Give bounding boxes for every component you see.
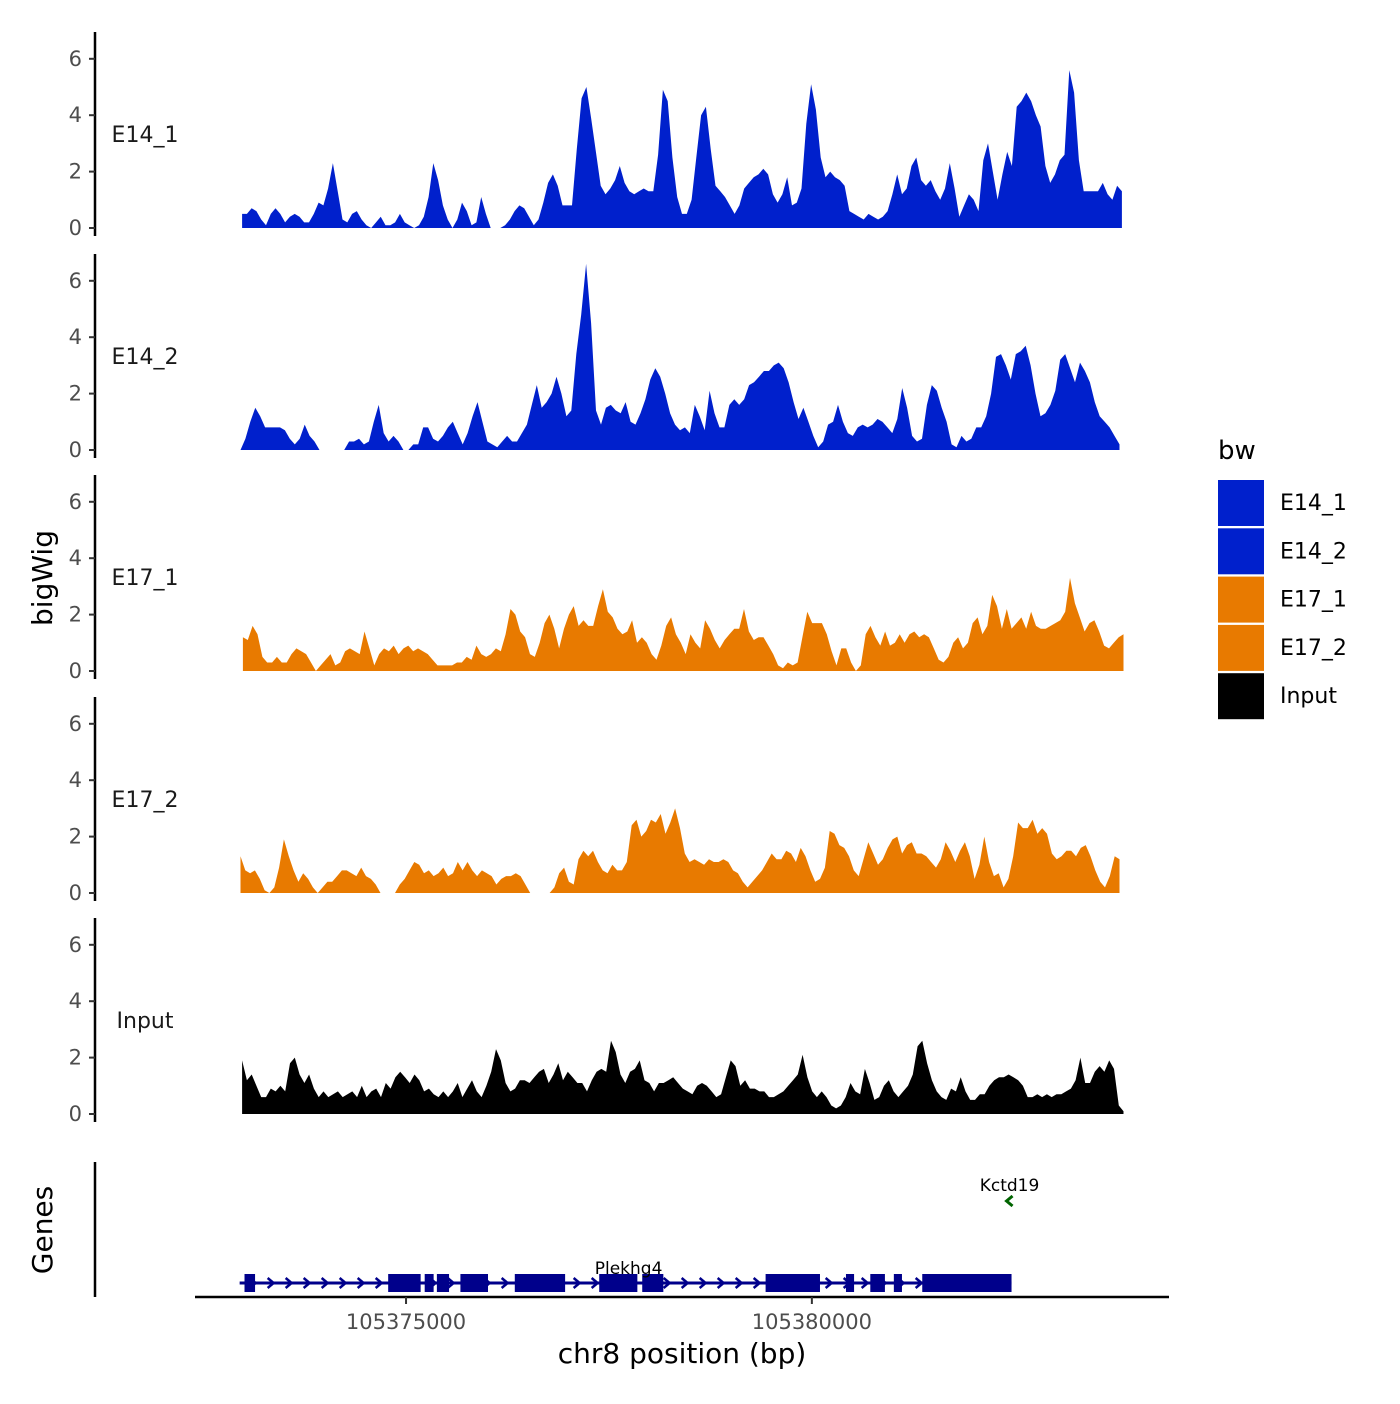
- x-axis: 105375000 105380000: [195, 1295, 1169, 1334]
- strand-arrow: [734, 1277, 744, 1289]
- legend: bw E14_1 E14_2 E17_1 E17_2 Input: [1218, 436, 1347, 720]
- track-E14_1: 0 2 4 6 E14_1: [69, 32, 1122, 240]
- y-tick-label: 4: [69, 325, 82, 349]
- y-tick-label: 0: [69, 881, 82, 905]
- y-tick-label: 0: [69, 438, 82, 462]
- track-label: E14_2: [112, 345, 179, 370]
- track-E17_1: 0 2 4 6 E17_1: [69, 475, 1124, 683]
- exon: [388, 1274, 421, 1292]
- exon: [765, 1274, 820, 1292]
- x-tick-label: 105380000: [752, 1310, 872, 1334]
- exon: [244, 1274, 256, 1292]
- exon: [845, 1274, 855, 1292]
- track-label: E17_1: [112, 566, 179, 591]
- strand-arrow: [662, 1277, 672, 1289]
- legend-swatch-E14_1: [1218, 480, 1264, 526]
- legend-swatch-E17_2: [1218, 624, 1264, 671]
- y-tick-label: 4: [69, 103, 82, 127]
- exon: [436, 1274, 450, 1292]
- strand-arrow: [680, 1277, 690, 1289]
- legend-swatch-Input: [1218, 673, 1264, 720]
- legend-label-E14_2: E14_2: [1280, 539, 1347, 564]
- legend-label-E17_1: E17_1: [1280, 588, 1347, 613]
- y-tick-label: 2: [69, 1046, 82, 1070]
- strand-arrow: [302, 1277, 312, 1289]
- gene-Kctd19: Kctd19: [980, 1176, 1040, 1208]
- track-E17_2: 0 2 4 6 E17_2: [69, 697, 1120, 905]
- y-tick-label: 6: [69, 47, 82, 71]
- y-tick-label: 0: [69, 1102, 82, 1126]
- exon: [642, 1274, 664, 1292]
- gene-Plekhg4: Plekhg4: [239, 1259, 1012, 1292]
- coverage-area: [549, 808, 1120, 893]
- coverage-area: [395, 862, 531, 893]
- y-tick-label: 4: [69, 768, 82, 792]
- coverage-area: [344, 263, 1120, 450]
- coverage-area: [242, 70, 1122, 228]
- genes-track: Plekhg4 Kctd19: [93, 1162, 1040, 1297]
- coverage-area: [240, 839, 381, 893]
- y-tick-label: 6: [69, 269, 82, 293]
- exon: [893, 1274, 902, 1292]
- gene-label: Kctd19: [980, 1176, 1040, 1196]
- strand-arrow: [698, 1277, 708, 1289]
- track-label: Input: [117, 1009, 174, 1034]
- tracks-layer: 0 2 4 6 E14_1 0 2 4 6 E14_2 0 2 4 6 E17_1 0 2 4 6 E17_2 0 2 4 6…: [69, 32, 1124, 1126]
- exon: [424, 1274, 434, 1292]
- strand-arrow: [716, 1277, 726, 1289]
- strand-arrow: [572, 1277, 582, 1289]
- genes-axis-title: Genes: [26, 1186, 59, 1274]
- track-E14_2: 0 2 4 6 E14_2: [69, 254, 1120, 462]
- y-tick-label: 4: [69, 546, 82, 570]
- strand-arrow: [914, 1277, 924, 1289]
- legend-label-E17_2: E17_2: [1280, 636, 1347, 661]
- coverage-area: [242, 577, 1124, 671]
- strand-arrow: [500, 1277, 510, 1289]
- y-tick-label: 6: [69, 933, 82, 957]
- strand-arrow: [338, 1277, 348, 1289]
- y-tick-label: 0: [69, 216, 82, 240]
- legend-label-E14_1: E14_1: [1280, 491, 1347, 516]
- y-tick-label: 6: [69, 490, 82, 514]
- legend-swatch-E17_1: [1218, 576, 1264, 623]
- coverage-area: [240, 407, 320, 450]
- gene-label: Plekhg4: [595, 1259, 663, 1279]
- x-tick-label: 105375000: [346, 1310, 466, 1334]
- strand-arrow: [446, 1277, 456, 1289]
- strand-arrow: [320, 1277, 330, 1289]
- strand-arrow: [266, 1277, 276, 1289]
- strand-arrow: [356, 1277, 366, 1289]
- strand-arrow: [590, 1277, 600, 1289]
- y-tick-label: 2: [69, 160, 82, 184]
- exon: [460, 1274, 489, 1292]
- track-Input: 0 2 4 6 Input: [69, 918, 1124, 1126]
- y-tick-label: 6: [69, 712, 82, 736]
- y-tick-label: 2: [69, 382, 82, 406]
- legend-label-Input: Input: [1280, 684, 1337, 709]
- strand-arrow: [860, 1277, 870, 1289]
- legend-title: bw: [1218, 436, 1256, 466]
- exon: [870, 1274, 885, 1292]
- coverage-area: [242, 1040, 1124, 1114]
- y-tick-label: 2: [69, 603, 82, 627]
- track-label: E17_2: [112, 788, 179, 813]
- y-tick-label: 0: [69, 659, 82, 683]
- x-axis-title: chr8 position (bp): [558, 1337, 807, 1370]
- y-tick-label: 2: [69, 825, 82, 849]
- strand-arrow: [284, 1277, 294, 1289]
- exon: [599, 1274, 638, 1292]
- y-axis-title: bigWig: [26, 530, 59, 626]
- strand-arrow: [824, 1277, 834, 1289]
- exon: [514, 1274, 566, 1292]
- track-label: E14_1: [112, 123, 179, 148]
- y-tick-label: 4: [69, 989, 82, 1013]
- strand-arrow: [374, 1277, 384, 1289]
- exon: [922, 1274, 1012, 1292]
- legend-swatch-E14_2: [1218, 528, 1264, 575]
- strand-arrow: [752, 1277, 762, 1289]
- gene-marker: [1004, 1194, 1014, 1208]
